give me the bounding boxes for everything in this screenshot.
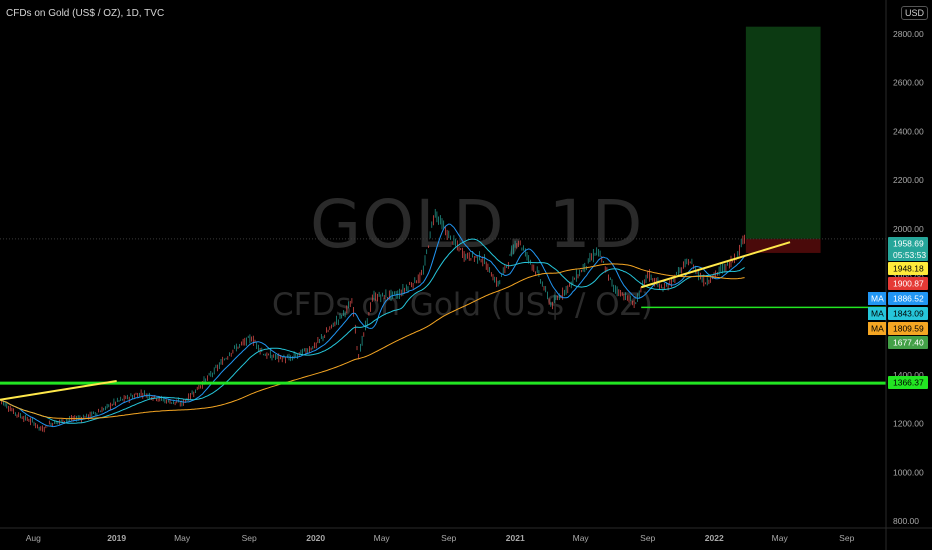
stop-zone [745, 238, 821, 253]
price-tag-value: 1948.18 [893, 264, 924, 274]
x-tick-label: Sep [640, 533, 655, 543]
chart-title: CFDs on Gold (US$ / OZ), 1D, TVC [6, 8, 165, 19]
countdown-timer: 05:53:53 [893, 250, 926, 260]
price-tag [888, 376, 928, 389]
y-tick-label: 1200.00 [893, 419, 924, 429]
x-tick-label: May [573, 533, 590, 543]
price-tag-value: 1843.09 [893, 309, 924, 319]
ma-label-text: MA [871, 294, 884, 304]
ma-label-tag [868, 322, 886, 335]
x-tick-label: Sep [839, 533, 854, 543]
x-tick-label: May [374, 533, 391, 543]
trendline-2[interactable] [640, 241, 791, 289]
x-tick-label: Sep [441, 533, 456, 543]
target-zone [745, 26, 821, 239]
price-tag-value: 1677.40 [893, 338, 924, 348]
price-tag-value: 1366.37 [893, 378, 924, 388]
price-tag-value: 1900.87 [893, 279, 924, 289]
price-tag [888, 262, 928, 275]
y-tick-label: 1000.00 [893, 467, 924, 477]
watermark-description: CFDs on Gold (US$ / OZ) [272, 287, 654, 323]
price-tag-value: 1958.69 [893, 239, 924, 249]
x-tick-label: Aug [26, 533, 41, 543]
trendline-1[interactable] [0, 380, 117, 401]
ma-label-tag [868, 292, 886, 305]
x-tick-label: 2022 [705, 533, 724, 543]
y-tick-label: 2600.00 [893, 78, 924, 88]
x-tick-label: 2019 [107, 533, 126, 543]
ma-label-text: MA [871, 324, 884, 334]
ma-line-medium [0, 238, 745, 424]
ma-label-text: MA [871, 309, 884, 319]
price-tag [888, 237, 928, 261]
ma-line-slow [0, 263, 745, 420]
y-tick-label: 2800.00 [893, 29, 924, 39]
ma-line-fast [0, 223, 745, 428]
y-tick-label: 800.00 [893, 516, 919, 526]
price-tag [888, 307, 928, 320]
watermark-symbol: GOLD, 1D [310, 186, 644, 263]
y-tick-label: 2000.00 [893, 224, 924, 234]
currency-button[interactable]: USD [901, 6, 929, 20]
x-tick-label: 2021 [506, 533, 525, 543]
y-tick-label: 2200.00 [893, 175, 924, 185]
ma-label-tag [868, 307, 886, 320]
y-tick-label: 1400.00 [893, 370, 924, 380]
price-tag [888, 336, 928, 349]
x-tick-label: Sep [242, 533, 257, 543]
x-tick-label: May [174, 533, 191, 543]
price-tag-value: 1886.52 [893, 294, 924, 304]
price-tag [888, 292, 928, 305]
x-tick-label: 2020 [306, 533, 325, 543]
price-tag [888, 277, 928, 290]
x-tick-label: May [772, 533, 789, 543]
price-tag [888, 322, 928, 335]
y-tick-label: 2400.00 [893, 126, 924, 136]
price-tag-value: 1809.59 [893, 324, 924, 334]
